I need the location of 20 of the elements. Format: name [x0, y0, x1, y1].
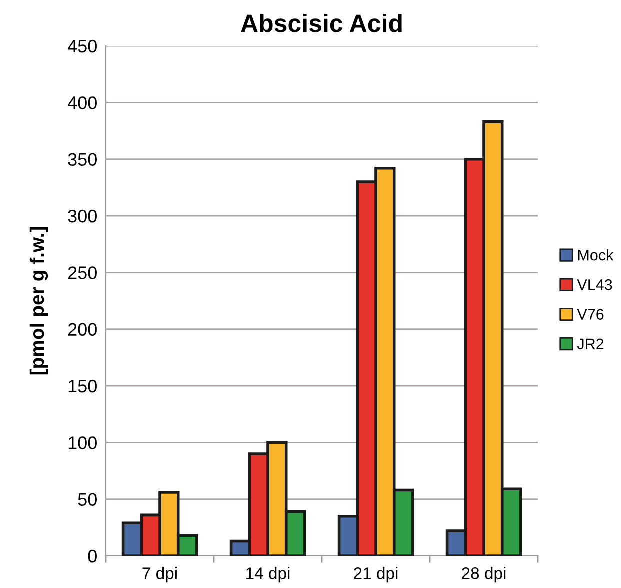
y-tick-label: 250: [68, 266, 97, 280]
y-tick-label: 450: [68, 40, 97, 53]
legend-label: JR2: [577, 338, 604, 350]
chart-title: Abscisic Acid: [241, 14, 402, 32]
x-tick-label: 14 dpi: [246, 567, 290, 583]
x-tick-label: 28 dpi: [462, 567, 506, 583]
y-tick-label: 150: [68, 380, 97, 393]
x-tick-label: 21 dpi: [354, 567, 398, 583]
y-tick-label: 300: [68, 210, 97, 223]
y-tick-label: 50: [78, 493, 97, 506]
y-tick-label: 0: [88, 550, 97, 563]
y-axis-title: [pmol per g f.w.]: [30, 227, 48, 375]
y-tick-label: 400: [68, 96, 97, 110]
legend-label: Mock: [578, 250, 614, 261]
legend-label: VL43: [577, 280, 612, 290]
y-tick-label: 100: [68, 436, 97, 450]
x-tick-label: 7 dpi: [142, 567, 177, 583]
y-tick-label: 200: [68, 323, 97, 336]
legend-label: V76: [577, 309, 604, 320]
y-tick-label: 350: [68, 153, 97, 166]
